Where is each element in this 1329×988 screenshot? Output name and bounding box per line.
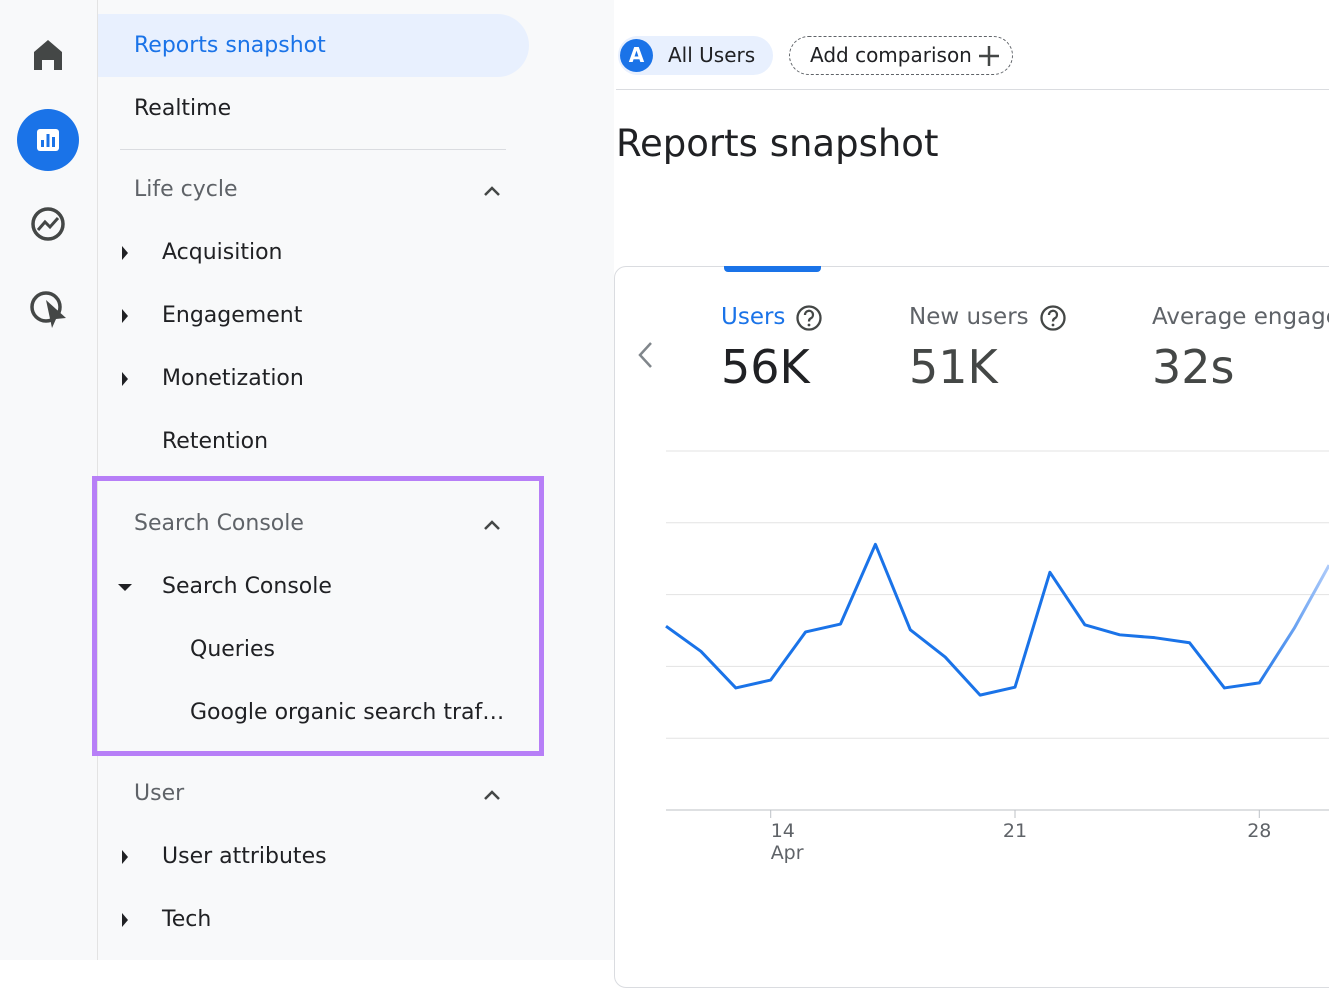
metric-value: 32s xyxy=(1152,340,1235,394)
metric-label[interactable]: Average engagement time xyxy=(1152,304,1329,330)
x-tick-label: 14 xyxy=(771,820,795,842)
metric-value: 56K xyxy=(721,340,810,394)
collapse-caret[interactable] xyxy=(480,514,504,534)
section-header[interactable]: Search Console xyxy=(134,511,304,536)
active-pill xyxy=(98,14,529,77)
divider xyxy=(120,149,506,150)
section-header[interactable]: Life cycle xyxy=(134,177,238,202)
x-tick-label: 21 xyxy=(1003,820,1027,842)
nav-rail xyxy=(0,0,98,960)
plus-icon xyxy=(979,46,999,66)
highlight-box xyxy=(92,476,544,756)
sidebar: Reports snapshot Realtime Life cycle Acquis… xyxy=(92,0,614,960)
advertising-icon[interactable] xyxy=(30,291,62,323)
expand-arrow xyxy=(122,309,128,323)
x-tick-label: 28 xyxy=(1247,820,1271,842)
segment-initial: A xyxy=(620,39,653,72)
expand-arrow xyxy=(122,372,128,386)
add-comparison[interactable]: Add comparison xyxy=(789,36,1013,75)
prev-button[interactable] xyxy=(634,340,658,370)
collapse-caret[interactable] xyxy=(480,180,504,200)
nav-item[interactable]: Tech xyxy=(162,907,212,932)
nav-item[interactable]: Acquisition xyxy=(162,240,283,265)
page-title: Reports snapshot xyxy=(616,122,939,165)
segment-chip[interactable]: A All Users xyxy=(618,36,773,75)
nav-item[interactable]: User attributes xyxy=(162,844,327,869)
home-icon[interactable] xyxy=(34,40,62,70)
x-tick-sublabel: Apr xyxy=(771,842,804,864)
nav-item[interactable]: Engagement xyxy=(162,303,303,328)
expand-arrow xyxy=(118,584,132,591)
nav-item[interactable]: Reports snapshot xyxy=(134,33,326,58)
nav-item[interactable]: Queries xyxy=(190,637,275,662)
help-icon[interactable] xyxy=(795,304,823,332)
nav-item[interactable]: Realtime xyxy=(134,96,232,121)
metric-label[interactable]: New users xyxy=(909,304,1029,330)
expand-arrow xyxy=(122,850,128,864)
selected-tab xyxy=(724,266,821,272)
nav-item[interactable]: Retention xyxy=(162,429,269,454)
data-line xyxy=(665,542,1329,697)
segment-name: All Users xyxy=(668,43,756,67)
metric-label[interactable]: Users xyxy=(721,304,786,330)
help-icon[interactable] xyxy=(1039,304,1067,332)
explore-icon[interactable] xyxy=(31,207,65,241)
section-header[interactable]: User xyxy=(134,781,185,806)
expand-arrow xyxy=(122,913,128,927)
collapse-caret[interactable] xyxy=(480,784,504,804)
expand-arrow xyxy=(122,246,128,260)
add-comparison-label: Add comparison xyxy=(810,43,972,67)
nav-item[interactable]: Google organic search traf… xyxy=(190,700,505,725)
rail-icons xyxy=(17,40,79,328)
nav-item[interactable]: Search Console xyxy=(162,574,332,599)
nav-item[interactable]: Monetization xyxy=(162,366,304,391)
metric-value: 51K xyxy=(909,340,998,394)
divider xyxy=(616,89,1329,90)
